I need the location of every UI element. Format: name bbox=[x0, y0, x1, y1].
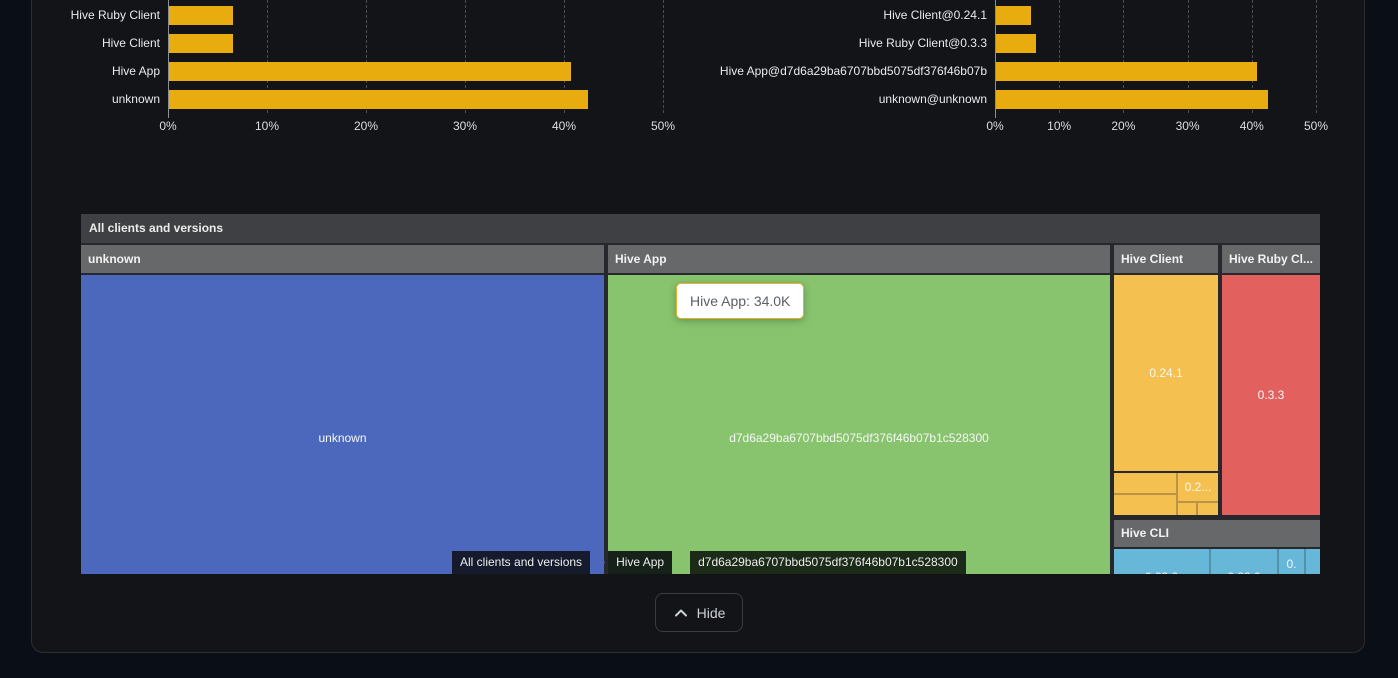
bar-hive-client-0-24-1[interactable] bbox=[996, 6, 1032, 25]
y-axis-line bbox=[995, 0, 996, 118]
treemap-cell-d7d6a29ba6707bbd5075df376f46b07b1c528300[interactable]: d7d6a29ba6707bbd5075df376f46b07b1c528300 bbox=[608, 275, 1110, 574]
client-versions-bar-chart: Hive Client@0.24.1 Hive Ruby Client@0.3.3… bbox=[698, 0, 1398, 140]
x-gridline bbox=[267, 0, 268, 113]
category-label: Hive Ruby Client@0.3.3 bbox=[858, 36, 987, 50]
chevron-up-icon bbox=[674, 609, 687, 616]
bar-unknown[interactable] bbox=[169, 90, 588, 109]
x-gridline bbox=[1123, 0, 1125, 113]
breadcrumb-item-version-hash[interactable]: d7d6a29ba6707bbd5075df376f46b07b1c528300 bbox=[690, 551, 966, 574]
treemap-cell-blank[interactable] bbox=[1114, 473, 1176, 493]
treemap-cell-blank[interactable] bbox=[1178, 503, 1196, 515]
x-tick-label: 40% bbox=[551, 119, 577, 133]
x-gridline bbox=[366, 0, 367, 113]
y-axis-line bbox=[168, 0, 169, 118]
x-gridline bbox=[1251, 0, 1253, 113]
x-tick-label: 0% bbox=[986, 119, 1004, 133]
tooltip: Hive App: 34.0K bbox=[676, 283, 805, 319]
category-label: unknown@unknown bbox=[878, 92, 987, 106]
breadcrumb: All clients and versions Hive App d7d6a2… bbox=[452, 551, 966, 574]
treemap-header-hive-cli[interactable]: Hive CLI bbox=[1114, 520, 1320, 547]
x-gridline bbox=[465, 0, 466, 113]
x-tick-label: 30% bbox=[452, 119, 478, 133]
x-tick-label: 10% bbox=[254, 119, 280, 133]
x-tick-label: 30% bbox=[1175, 119, 1200, 133]
category-label: Hive Client@0.24.1 bbox=[883, 8, 987, 22]
treemap-cell-blank[interactable] bbox=[1198, 503, 1218, 515]
category-label: Hive Ruby Client bbox=[70, 8, 160, 22]
treemap-cell-0-23-0[interactable]: 0.23.0 bbox=[1114, 549, 1209, 574]
breadcrumb-item-all-clients-and-versions[interactable]: All clients and versions bbox=[452, 551, 591, 574]
x-tick-label: 20% bbox=[1111, 119, 1136, 133]
category-label: Hive Client bbox=[101, 36, 160, 50]
breadcrumb-item-hive-app[interactable]: Hive App bbox=[608, 551, 673, 574]
clients-treemap: All clients and versions unknown unknown H… bbox=[81, 214, 1320, 574]
treemap-header-unknown[interactable]: unknown bbox=[81, 245, 604, 273]
treemap-header-hive-app[interactable]: Hive App bbox=[608, 245, 1110, 273]
bar-hive-app[interactable] bbox=[169, 62, 571, 81]
x-gridline bbox=[663, 0, 664, 113]
treemap-cell-unknown[interactable]: unknown bbox=[81, 275, 604, 574]
hide-button-label: Hide bbox=[696, 604, 726, 621]
x-gridline bbox=[1316, 0, 1317, 113]
clients-bar-chart: Hive Ruby Client Hive Client Hive App unkno… bbox=[0, 0, 698, 140]
treemap-header-hive-client[interactable]: Hive Client bbox=[1114, 245, 1218, 273]
treemap-cell-blank[interactable] bbox=[1114, 495, 1176, 515]
x-tick-label: 0% bbox=[159, 119, 177, 133]
x-tick-label: 40% bbox=[1239, 119, 1264, 133]
treemap-cell-0[interactable]: 0. bbox=[1279, 549, 1304, 574]
treemap-title: All clients and versions bbox=[81, 214, 1320, 243]
x-tick-label: 20% bbox=[353, 119, 379, 133]
x-tick-label: 50% bbox=[1303, 119, 1329, 133]
bar-hive-ruby-client-0-3-3[interactable] bbox=[996, 34, 1037, 53]
x-gridline bbox=[1187, 0, 1189, 113]
chevron-right-icon bbox=[593, 551, 606, 574]
treemap-cell-0-23-0[interactable]: 0.23.0 bbox=[1211, 549, 1277, 574]
treemap-cell-0-24-1[interactable]: 0.24.1 bbox=[1114, 275, 1218, 471]
chevron-right-icon bbox=[675, 551, 688, 574]
treemap-cell-0-3-3[interactable]: 0.3.3 bbox=[1222, 275, 1320, 515]
bar-hive-client[interactable] bbox=[169, 34, 234, 53]
treemap-cell-0-2[interactable]: 0.2... bbox=[1178, 473, 1218, 501]
bar-hive-app-d7d6a29ba6707bbd5075df376f46b07b[interactable] bbox=[996, 62, 1258, 81]
category-label: unknown bbox=[111, 92, 160, 106]
category-label: Hive App bbox=[111, 64, 160, 78]
tooltip-text: Hive App: 34.0K bbox=[690, 293, 791, 309]
bar-hive-ruby-client[interactable] bbox=[169, 6, 234, 25]
x-gridline bbox=[1059, 0, 1061, 113]
treemap-cell-blank[interactable] bbox=[1306, 549, 1320, 574]
x-tick-label: 50% bbox=[650, 119, 676, 133]
hide-button[interactable]: Hide bbox=[655, 593, 743, 632]
category-label: Hive App@d7d6a29ba6707bbd5075df376f46b07… bbox=[719, 64, 987, 78]
treemap-header-hive-ruby-cl[interactable]: Hive Ruby Cl... bbox=[1222, 245, 1320, 273]
x-tick-label: 10% bbox=[1047, 119, 1072, 133]
bar-unknown-unknown[interactable] bbox=[996, 90, 1269, 109]
x-gridline bbox=[564, 0, 565, 113]
